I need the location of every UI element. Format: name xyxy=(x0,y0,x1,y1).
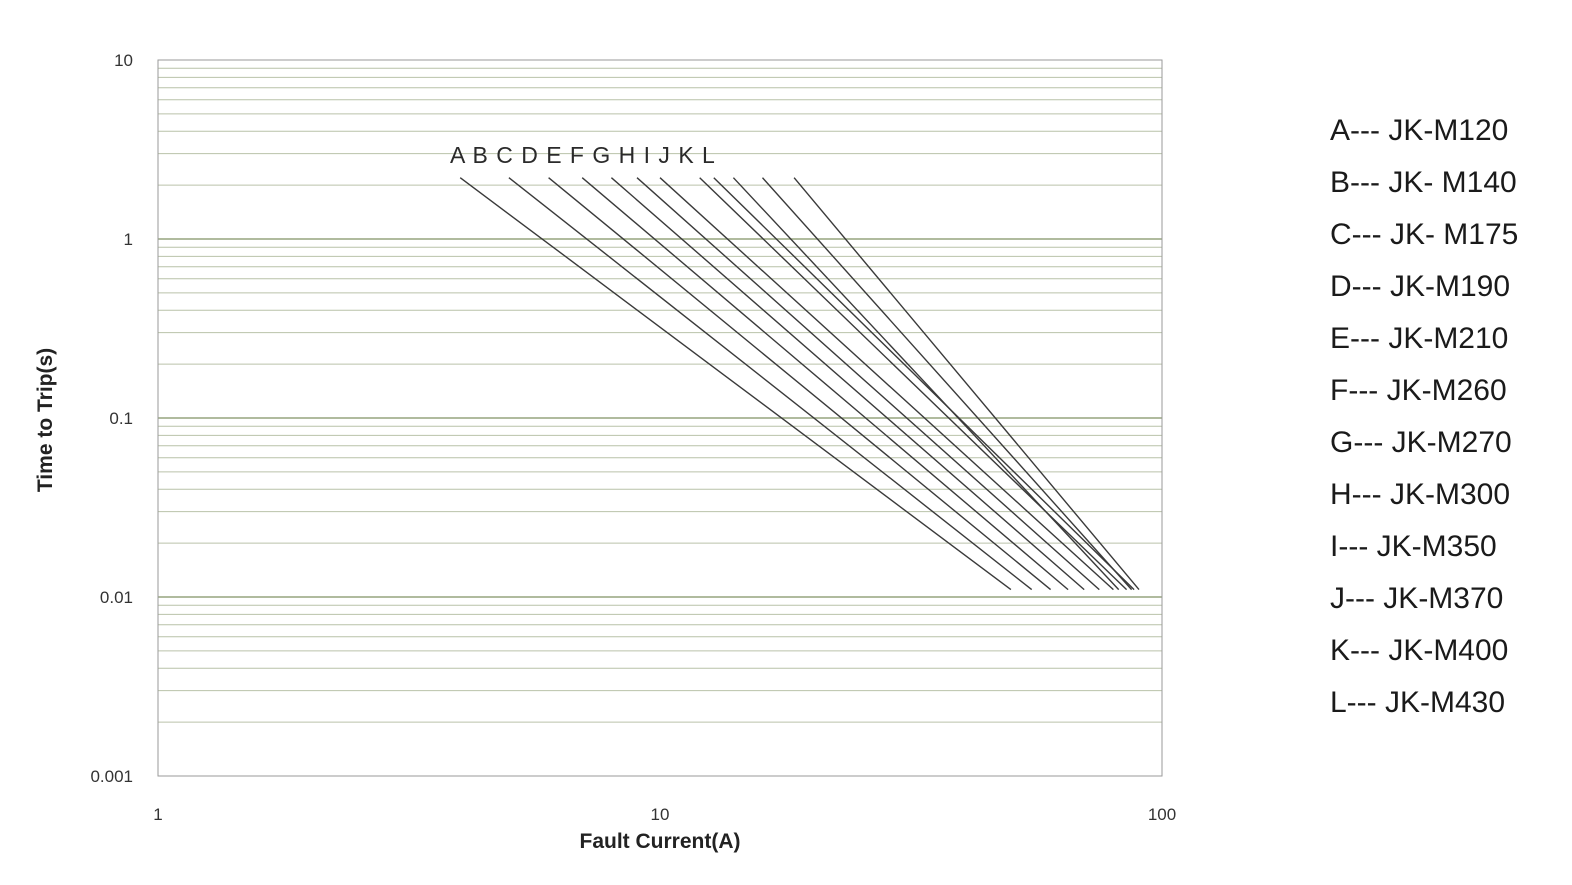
series-line-j xyxy=(732,177,1120,591)
series-line-k xyxy=(761,177,1133,591)
legend-entry: F--- JK-M260 xyxy=(1330,374,1507,407)
legend-entry: A--- JK-M120 xyxy=(1330,114,1509,147)
y-tick-label: 1 xyxy=(124,230,133,249)
curve-labels: A B C D E F G H I J K L xyxy=(450,142,716,168)
legend-entry: L--- JK-M430 xyxy=(1330,686,1506,719)
series-line-d xyxy=(581,177,1069,591)
x-tick-label: 100 xyxy=(1148,805,1176,824)
y-tick-label: 0.001 xyxy=(90,767,133,786)
x-tick-label: 1 xyxy=(153,805,162,824)
x-tick-labels: 1 10 100 xyxy=(153,805,1176,824)
trip-curve-chart: A B C D E F G H I J K L 1 10 100 10 1 0.1 0.0… xyxy=(34,51,1176,853)
series-line-e xyxy=(610,177,1085,591)
legend-entry: J--- JK-M370 xyxy=(1330,582,1504,615)
series-line-l xyxy=(793,177,1140,591)
series-line-c xyxy=(548,177,1052,591)
series-line-a xyxy=(459,177,1012,591)
y-tick-label: 10 xyxy=(114,51,133,70)
series-line-b xyxy=(508,177,1033,591)
series-line-g xyxy=(659,177,1114,591)
y-tick-label: 0.01 xyxy=(100,588,133,607)
legend-entry: K--- JK-M400 xyxy=(1330,634,1509,667)
legend-entry: E--- JK-M210 xyxy=(1330,322,1509,355)
legend-entry: G--- JK-M270 xyxy=(1330,426,1512,459)
legend-entry: I--- JK-M350 xyxy=(1330,530,1497,563)
legend-entry: D--- JK-M190 xyxy=(1330,270,1511,303)
vertical-grid xyxy=(308,60,1163,776)
y-tick-labels: 10 1 0.1 0.01 0.001 xyxy=(90,51,133,786)
y-tick-label: 0.1 xyxy=(109,409,133,428)
x-axis-title: Fault Current(A) xyxy=(580,830,741,853)
plot-frame xyxy=(157,59,1163,777)
y-axis-title: Time to Trip(s) xyxy=(34,348,57,492)
x-tick-label: 10 xyxy=(651,805,670,824)
series-line-i xyxy=(713,177,1135,591)
legend-entry: H--- JK-M300 xyxy=(1330,478,1511,511)
legend: A--- JK-M120 B--- JK- M140 C--- JK- M175 D-… xyxy=(1330,112,1518,736)
legend-entry: B--- JK- M140 xyxy=(1330,166,1517,199)
series-lines xyxy=(459,177,1140,591)
series-line-f xyxy=(636,177,1100,591)
series-line-h xyxy=(699,177,1128,591)
legend-entry: C--- JK- M175 xyxy=(1330,218,1519,251)
